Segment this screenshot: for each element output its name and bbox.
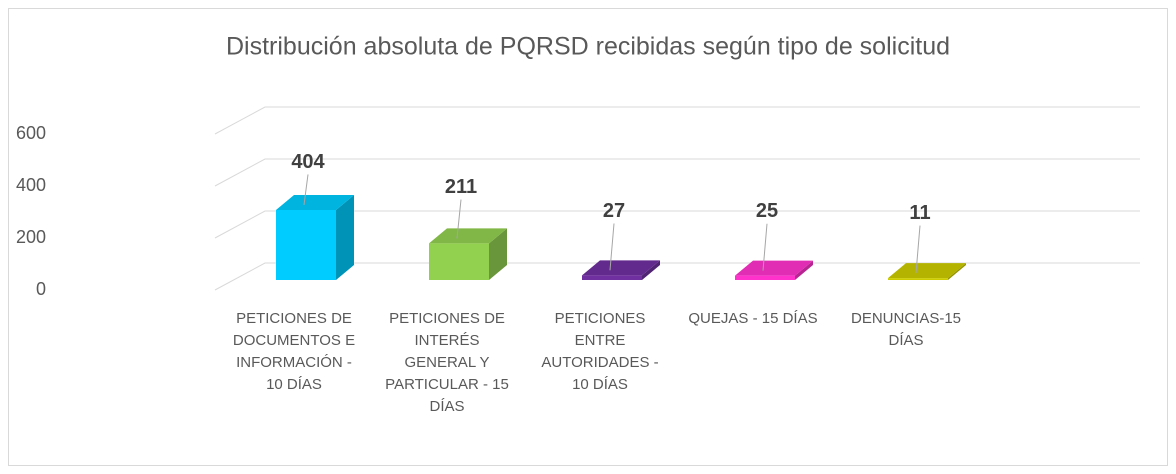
x-tick-label: PETICIONES DE INTERÉS GENERAL Y PARTICUL…: [385, 310, 509, 415]
y-tick-label: 200: [16, 227, 46, 247]
bar-side: [948, 263, 966, 280]
bar-front: [735, 275, 795, 280]
y-tick-label: 400: [16, 175, 46, 195]
bar-top: [276, 194, 354, 210]
grid-line: [214, 106, 1140, 135]
grid-line: [214, 210, 1140, 239]
grid-line: [214, 262, 1140, 291]
y-tick-label: 600: [16, 123, 46, 143]
x-tick-label: QUEJAS - 15 DÍAS: [688, 310, 818, 327]
y-tick-label: 0: [36, 279, 46, 299]
bar-front: [429, 243, 489, 280]
data-label: 27: [603, 200, 625, 222]
leader-line: [456, 199, 462, 239]
bar: [582, 260, 660, 280]
bar-top: [582, 260, 660, 276]
x-tick-label: PETICIONES ENTRE AUTORIDADES - 10 DÍAS: [541, 310, 659, 393]
bar: [276, 194, 354, 280]
bar-side: [642, 260, 660, 280]
leader-line: [609, 223, 615, 271]
chart-border: [8, 8, 1168, 466]
bar-side: [336, 194, 354, 280]
bar: [888, 263, 966, 280]
chart-title: Distribución absoluta de PQRSD recibidas…: [226, 33, 950, 61]
bar-top: [888, 263, 966, 279]
bar-front: [582, 275, 642, 280]
x-tick-label: DENUNCIAS-15 DÍAS: [850, 310, 962, 349]
bar-top: [735, 260, 813, 276]
bar-front: [888, 278, 948, 280]
bar: [735, 260, 813, 280]
leader-line: [762, 223, 768, 271]
leader-line: [303, 174, 309, 206]
bar-top: [429, 228, 507, 244]
bar-front: [276, 209, 336, 280]
bar: [429, 228, 507, 280]
bar-side: [795, 260, 813, 280]
data-label: 211: [445, 176, 477, 198]
data-label: 404: [291, 151, 325, 173]
data-label: 25: [756, 200, 778, 222]
x-tick-label: PETICIONES DE DOCUMENTOS E INFORMACIÓN -…: [232, 310, 356, 393]
data-label: 11: [909, 202, 930, 224]
leader-line: [915, 225, 921, 274]
bar-side: [489, 228, 507, 280]
grid-line: [214, 158, 1140, 187]
